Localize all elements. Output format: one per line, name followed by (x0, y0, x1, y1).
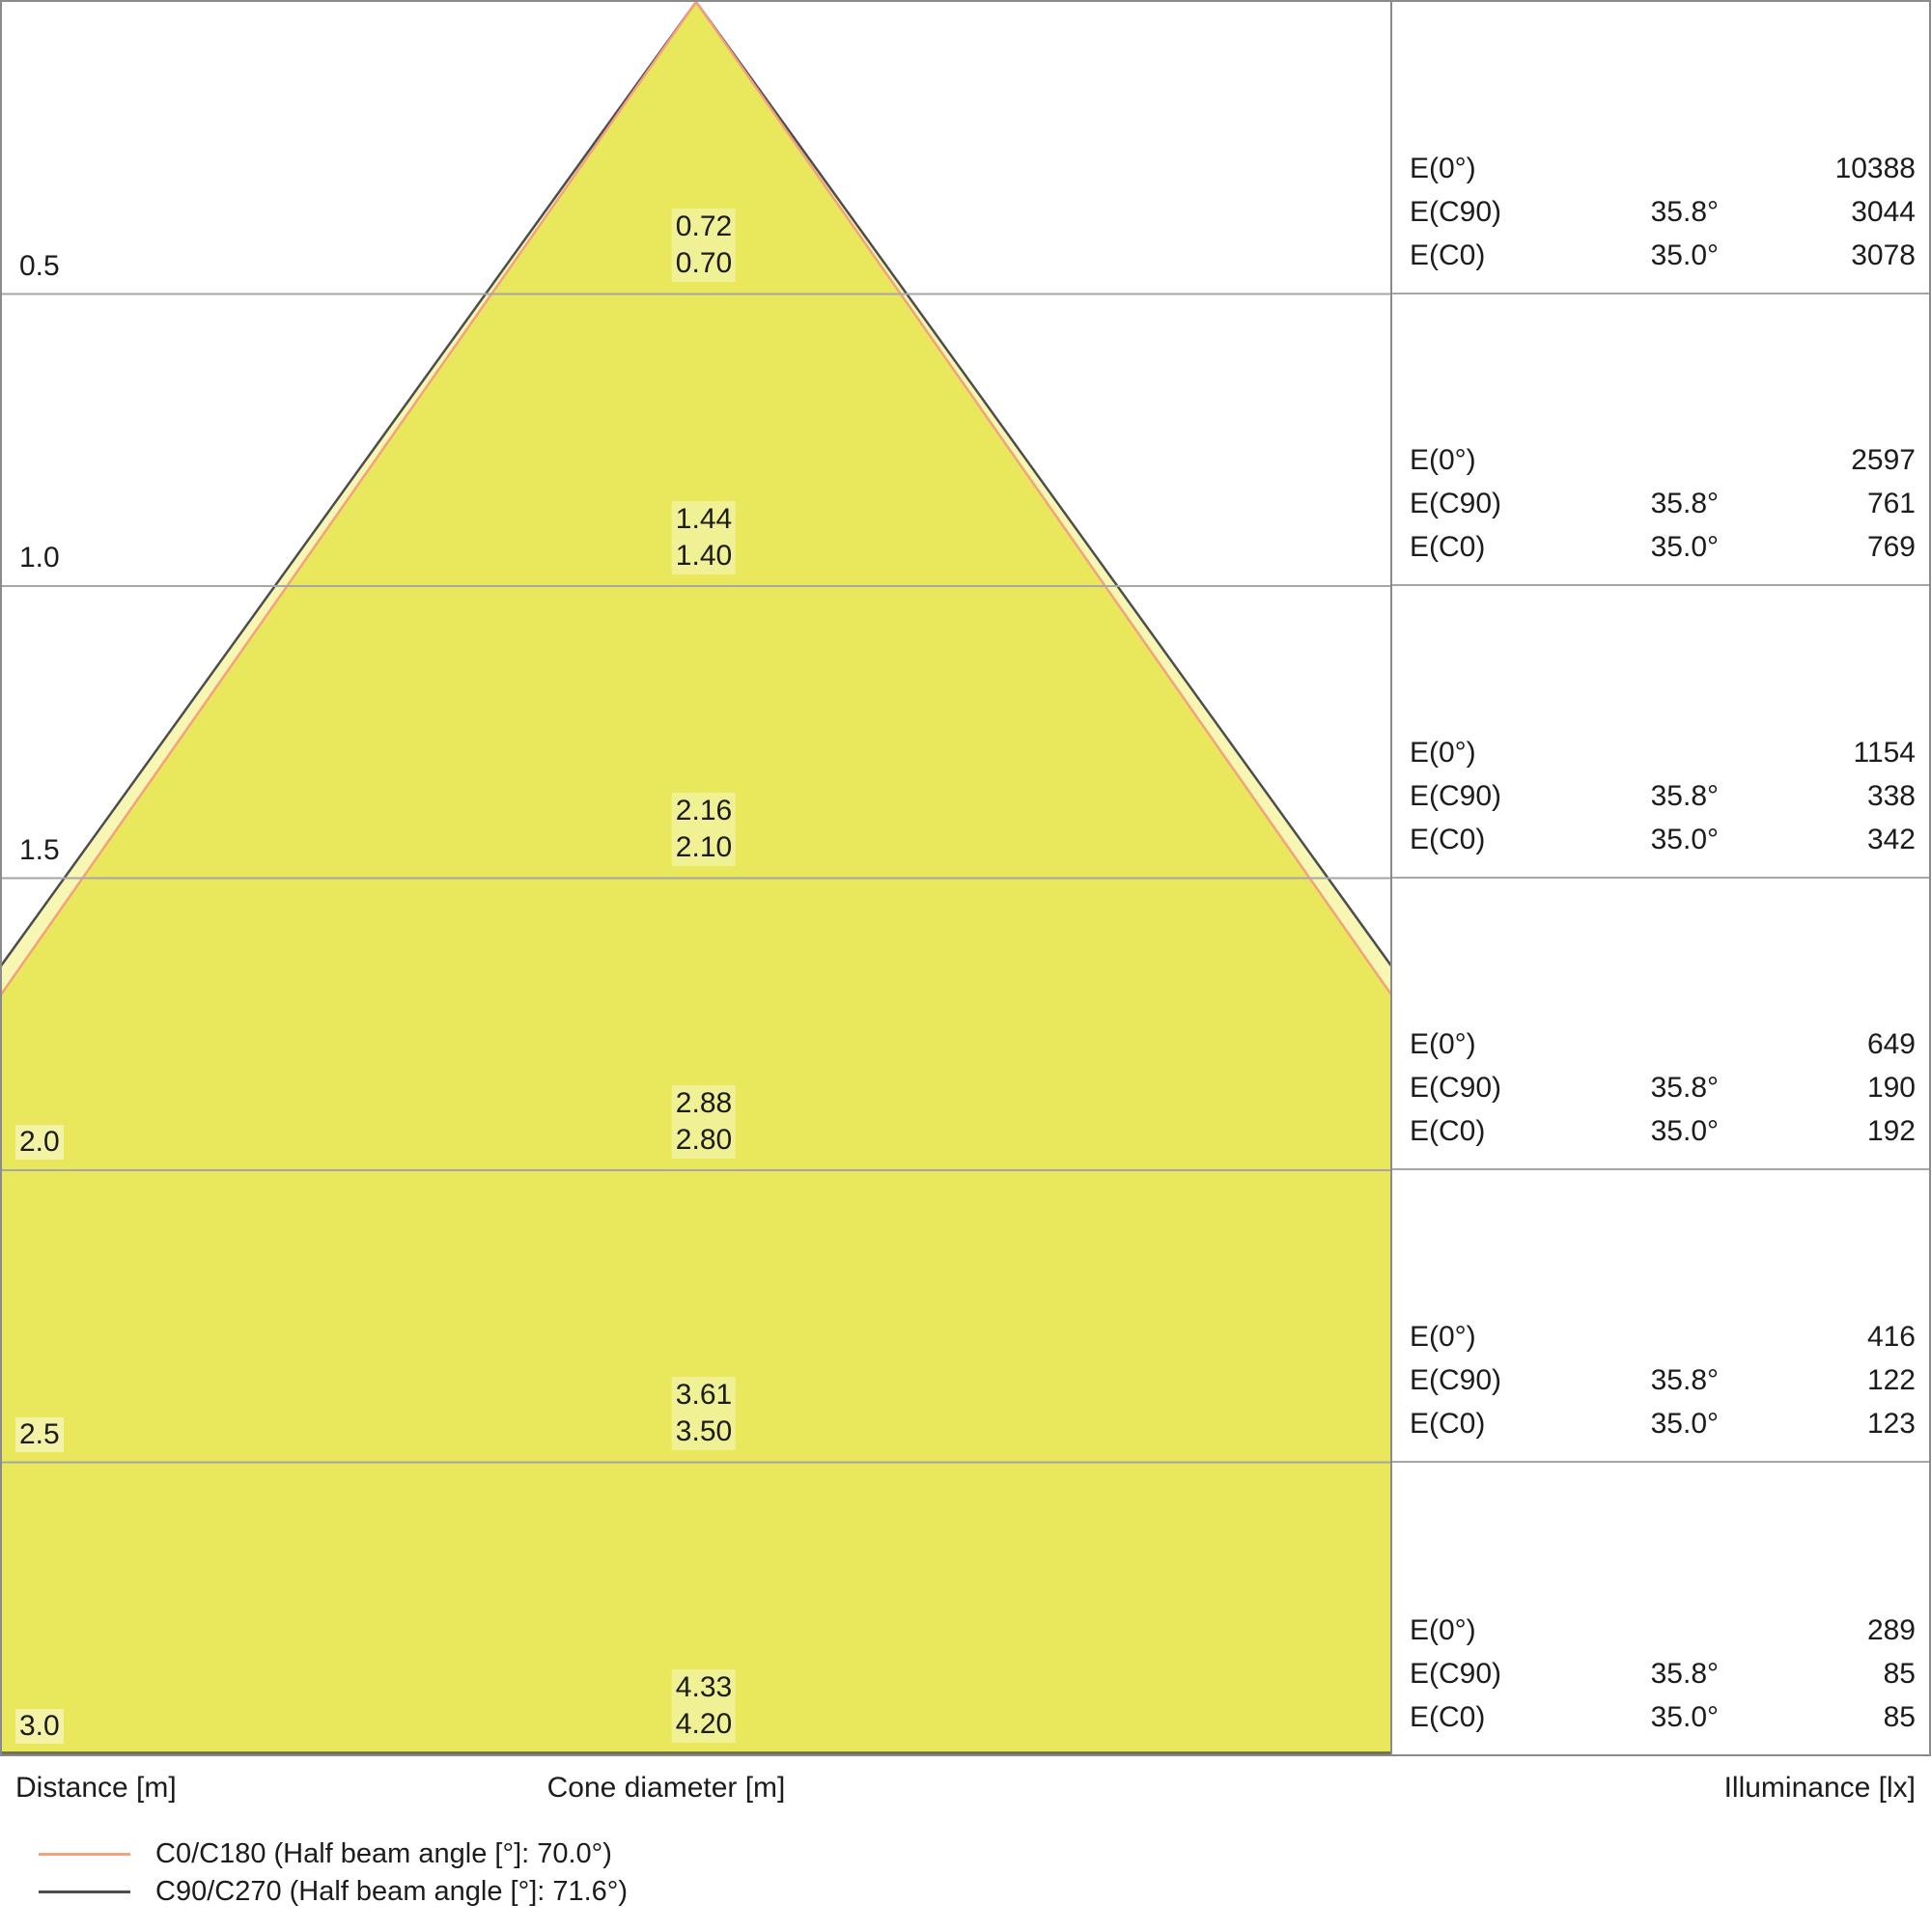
ec90-label: E(C90) (1410, 1072, 1502, 1104)
ec90-value: 3044 (1851, 195, 1916, 228)
c0-angle: 35.0° (1650, 238, 1719, 271)
illuminance-panel: E(0°) 10388 E(C90) 35.8° 3044 E(C0) 35.0° 307… (1390, 2, 1929, 1754)
cone-diameter-labels: 2.16 2.10 (671, 793, 737, 866)
ec0-label: E(C0) (1410, 531, 1486, 563)
e0-value: 10388 (1834, 152, 1916, 184)
cone-svg (2, 2, 1390, 1754)
e0-value: 649 (1866, 1028, 1916, 1060)
illuminance-row: E(0°) 416 E(C90) 35.8° 122 E(C0) 35.0° 123 (1392, 1170, 1929, 1463)
e0-label: E(0°) (1410, 1320, 1476, 1353)
legend-item-c90: C90/C270 (Half beam angle [°]: 71.6°) (39, 1873, 1931, 1911)
illuminance-axis-label: Illuminance [lx] (1723, 1772, 1916, 1804)
ec0-label: E(C0) (1410, 1701, 1486, 1733)
c90-angle: 35.8° (1650, 779, 1719, 812)
cone-diameter-axis-label: Cone diameter [m] (546, 1772, 786, 1804)
cone-diameter-c90: 1.44 (675, 503, 733, 535)
ec0-value: 123 (1866, 1407, 1916, 1440)
cone-diameter-c0: 4.20 (675, 1708, 733, 1740)
ec0-label: E(C0) (1410, 1115, 1486, 1147)
c0-angle: 35.0° (1650, 823, 1719, 855)
legend-label-c90: C90/C270 (Half beam angle [°]: 71.6°) (155, 1876, 629, 1907)
ec0-label: E(C0) (1410, 823, 1486, 855)
cone-diameter-c90: 2.88 (675, 1087, 733, 1119)
c90-angle: 35.8° (1650, 1363, 1719, 1396)
cone-diameter-labels: 1.44 1.40 (671, 501, 737, 574)
distance-label: 3.0 (15, 1709, 64, 1744)
illuminance-row: E(0°) 649 E(C90) 35.8° 190 E(C0) 35.0° 192 (1392, 879, 1929, 1170)
ec90-label: E(C90) (1410, 779, 1502, 812)
cone-diameter-c0: 2.10 (675, 831, 733, 863)
cone-diameter-c90: 4.33 (675, 1671, 733, 1703)
ec0-value: 769 (1866, 531, 1916, 563)
illuminance-row: E(0°) 1154 E(C90) 35.8° 338 E(C0) 35.0° 342 (1392, 586, 1929, 879)
cone-diameter-labels: 0.72 0.70 (671, 209, 737, 282)
e0-label: E(0°) (1410, 736, 1476, 769)
c90-angle: 35.8° (1650, 488, 1719, 519)
cone-diameter-c90: 0.72 (675, 210, 733, 242)
illuminance-row: E(0°) 10388 E(C90) 35.8° 3044 E(C0) 35.0° 307… (1392, 2, 1929, 294)
cone-diameter-c90: 2.16 (675, 795, 733, 826)
distance-label: 1.5 (15, 833, 64, 868)
illuminance-row: E(0°) 289 E(C90) 35.8° 85 E(C0) 35.0° 85 (1392, 1463, 1929, 1755)
distance-label: 2.0 (15, 1125, 64, 1160)
e0-value: 1154 (1853, 736, 1916, 769)
cone-diameter-labels: 3.61 3.50 (671, 1377, 737, 1450)
cone-diameter-c0: 2.80 (675, 1124, 733, 1156)
e0-value: 416 (1866, 1320, 1916, 1353)
ec90-label: E(C90) (1410, 195, 1502, 228)
ec0-label: E(C0) (1410, 238, 1486, 271)
distance-label: 2.5 (15, 1417, 64, 1452)
axis-captions: Distance [m] Cone diameter [m] Illuminan… (0, 1756, 1931, 1826)
ec90-value: 85 (1883, 1658, 1916, 1690)
e0-value: 2597 (1851, 444, 1916, 476)
e0-label: E(0°) (1410, 444, 1476, 476)
ec0-value: 192 (1866, 1115, 1916, 1147)
distance-label: 1.0 (15, 541, 64, 575)
cone-diameter-c0: 0.70 (675, 247, 733, 279)
legend-item-c0: C0/C180 (Half beam angle [°]: 70.0°) (39, 1835, 1931, 1873)
ec90-value: 338 (1866, 779, 1916, 812)
ec90-label: E(C90) (1410, 1658, 1502, 1690)
legend: C0/C180 (Half beam angle [°]: 70.0°) C90… (0, 1826, 1931, 1911)
ec0-label: E(C0) (1410, 1407, 1486, 1440)
ec0-value: 342 (1866, 823, 1916, 855)
ec90-label: E(C90) (1410, 1363, 1502, 1396)
ec90-value: 190 (1866, 1072, 1916, 1104)
cone-diameter-c0: 1.40 (675, 540, 733, 572)
illuminance-row: E(0°) 2597 E(C90) 35.8° 761 E(C0) 35.0° 769 (1392, 294, 1929, 586)
distance-label: 0.5 (15, 249, 64, 284)
legend-label-c0: C0/C180 (Half beam angle [°]: 70.0°) (155, 1838, 612, 1869)
e0-label: E(0°) (1410, 152, 1476, 184)
cone-diameter-labels: 2.88 2.80 (671, 1085, 737, 1159)
c0-angle: 35.0° (1650, 1701, 1719, 1733)
cone-diameter-labels: 4.33 4.20 (671, 1669, 737, 1743)
e0-label: E(0°) (1410, 1028, 1476, 1060)
ec0-value: 85 (1883, 1701, 1916, 1733)
ec90-value: 122 (1866, 1363, 1916, 1396)
cone-diameter-c0: 3.50 (675, 1415, 733, 1447)
e0-value: 289 (1866, 1614, 1916, 1646)
ec90-label: E(C90) (1410, 488, 1502, 519)
c0-angle: 35.0° (1650, 531, 1719, 563)
e0-label: E(0°) (1410, 1614, 1476, 1646)
ec0-value: 3078 (1851, 238, 1916, 271)
c0-line-icon (39, 1853, 130, 1856)
c90-line-icon (39, 1890, 130, 1893)
c90-angle: 35.8° (1650, 1658, 1719, 1690)
cone-diameter-c90: 3.61 (675, 1379, 733, 1411)
c90-angle: 35.8° (1650, 195, 1719, 228)
c90-angle: 35.8° (1650, 1072, 1719, 1104)
c0-angle: 35.0° (1650, 1115, 1719, 1147)
c0-angle: 35.0° (1650, 1407, 1719, 1440)
cone-chart-area: 0.5 1.0 1.5 2.0 2.5 3.0 0.72 0.70 1.44 1… (2, 2, 1390, 1754)
light-cone-diagram: 0.5 1.0 1.5 2.0 2.5 3.0 0.72 0.70 1.44 1… (0, 0, 1931, 1756)
distance-axis-label: Distance [m] (15, 1772, 177, 1804)
ec90-value: 761 (1866, 488, 1916, 519)
